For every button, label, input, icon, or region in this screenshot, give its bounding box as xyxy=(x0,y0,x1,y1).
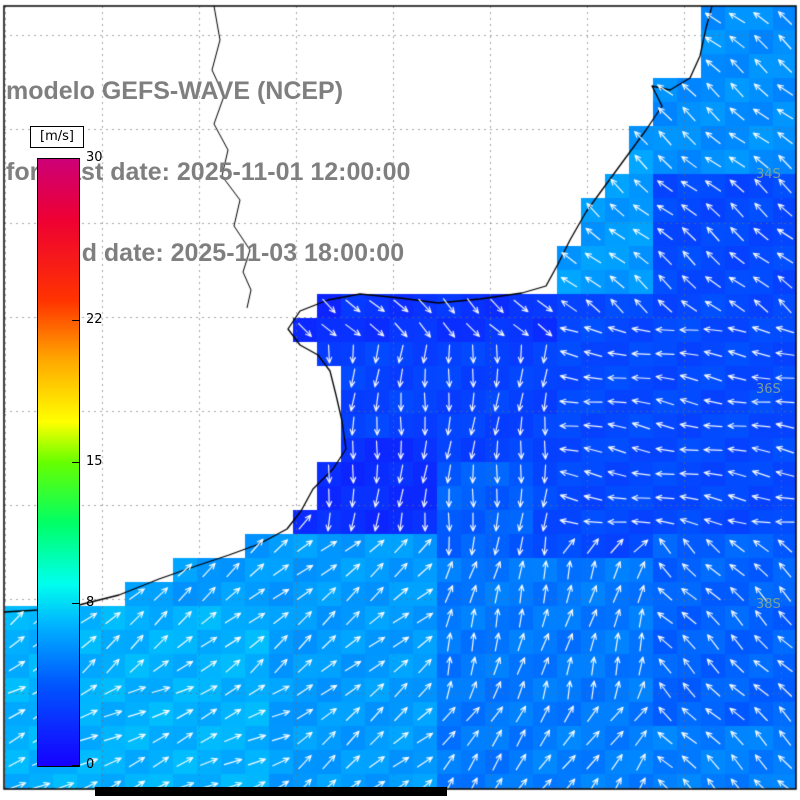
colorbar-gradient xyxy=(37,158,80,767)
colorbar-tick-label: 22 xyxy=(86,311,103,327)
colorbar-tick-label: 30 xyxy=(86,150,103,165)
colorbar-tick-label: 0 xyxy=(86,757,95,772)
colorbar-tick-mark xyxy=(72,158,79,159)
latitude-label: 36S xyxy=(756,382,781,397)
colorbar-tick-label: 15 xyxy=(86,453,103,469)
colorbar-tick-mark xyxy=(72,461,79,463)
bottom-scale-bar xyxy=(95,787,447,796)
latitude-label: 38S xyxy=(756,597,781,612)
model-title: modelo GEFS-WAVE (NCEP) xyxy=(6,77,344,105)
colorbar-tick-mark xyxy=(72,603,79,605)
latitude-label: 34S xyxy=(756,167,781,182)
colorbar-unit-label: [m/s] xyxy=(30,126,84,148)
colorbar-tick-label: 8 xyxy=(86,595,95,611)
colorbar-tick-mark xyxy=(72,319,79,321)
colorbar-tick-mark xyxy=(72,765,79,766)
